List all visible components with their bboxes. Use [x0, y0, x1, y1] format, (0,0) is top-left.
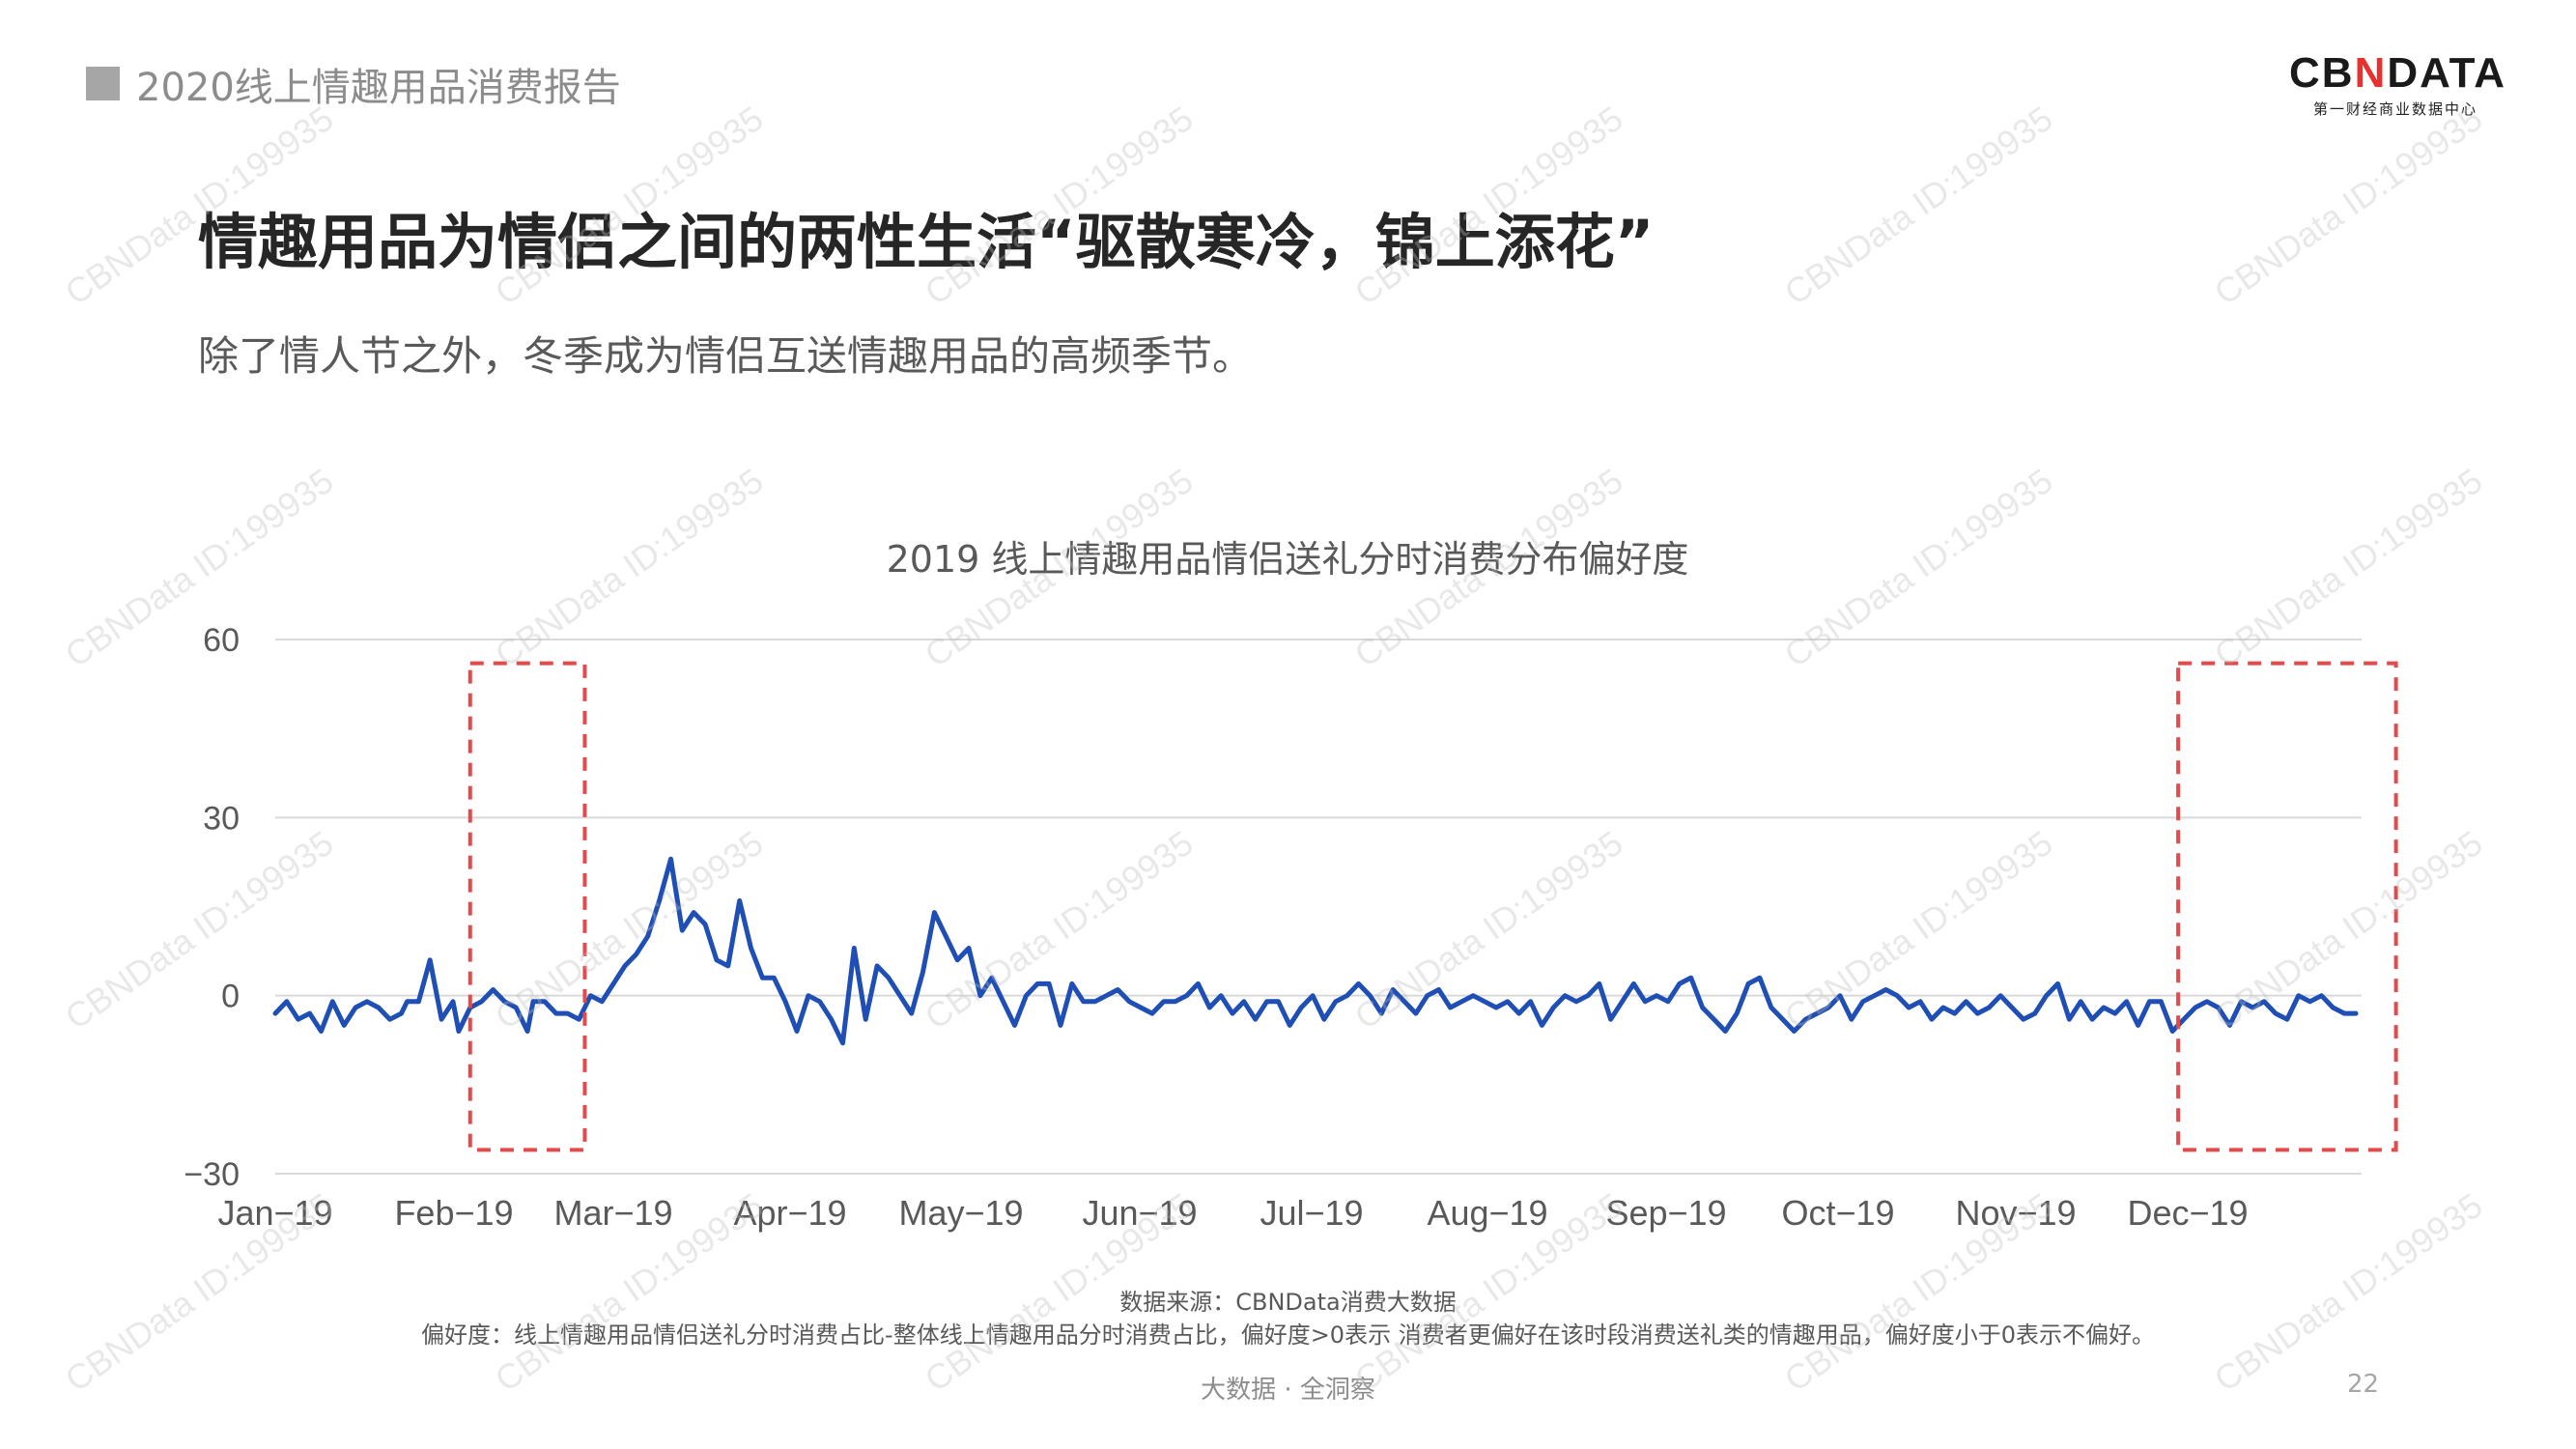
- x-tick-label: Jun−19: [1082, 1193, 1197, 1233]
- y-tick-label: −30: [184, 1156, 240, 1193]
- gridlines: [275, 639, 2362, 1175]
- highlight-boxes: [467, 661, 2398, 1152]
- chart-title: 2019 线上情趣用品情侣送礼分时消费分布偏好度: [887, 538, 1689, 581]
- headline: 情趣用品为情侣之间的两性生活“驱散寒冷，锦上添花”: [198, 207, 1655, 277]
- x-tick-labels: Jan−19 Feb−19 Mar−19 Apr−19 May−19 Jun−19 Jul−…: [217, 1193, 2248, 1233]
- y-tick-label: 30: [203, 800, 240, 837]
- x-tick-label: Dec−19: [2127, 1193, 2248, 1233]
- x-tick-label: Apr−19: [733, 1193, 846, 1233]
- logo-text-right: DATA: [2387, 49, 2507, 97]
- highlight-box-1: [2176, 661, 2398, 1152]
- data-source-note: 数据来源：CBNData消费大数据: [1119, 1289, 1457, 1316]
- x-tick-label: Sep−19: [1605, 1193, 1726, 1233]
- subheadline: 除了情人节之外，冬季成为情侣互送情趣用品的高频季节。: [198, 332, 1254, 380]
- report-title: 2020线上情趣用品消费报告: [136, 66, 621, 110]
- footer-tagline: 大数据 · 全洞察: [1201, 1376, 1375, 1405]
- x-tick-label: Aug−19: [1427, 1193, 1547, 1233]
- page-number: 22: [2347, 1370, 2380, 1399]
- highlight-box-0: [467, 661, 587, 1152]
- x-tick-label: Nov−19: [1955, 1193, 2076, 1233]
- x-tick-label: Feb−19: [394, 1193, 513, 1233]
- series-lines: [272, 856, 2359, 1046]
- cbndata-logo: CBNDATA 第一财经商业数据中心: [2289, 49, 2505, 119]
- logo-subtitle: 第一财经商业数据中心: [2312, 100, 2477, 118]
- x-tick-label: Oct−19: [1781, 1193, 1894, 1233]
- preference-definition-note: 偏好度：线上情趣用品情侣送礼分时消费占比-整体线上情趣用品分时消费占比，偏好度>…: [421, 1321, 2155, 1349]
- logo-text-left: CB: [2289, 49, 2355, 97]
- y-tick-label: 0: [221, 979, 240, 1015]
- logo-wordmark: CBNDATA: [2289, 49, 2505, 97]
- y-tick-labels: −30 0 30 60: [184, 622, 240, 1193]
- x-tick-label: May−19: [898, 1193, 1023, 1233]
- x-tick-label: Jul−19: [1260, 1193, 1363, 1233]
- series-line-0: [272, 856, 2359, 1046]
- y-tick-label: 60: [203, 622, 240, 659]
- report-title-marker: [86, 67, 120, 100]
- x-tick-label: Mar−19: [553, 1193, 672, 1233]
- x-tick-label: Jan−19: [217, 1193, 332, 1233]
- logo-text-x: N: [2354, 49, 2388, 97]
